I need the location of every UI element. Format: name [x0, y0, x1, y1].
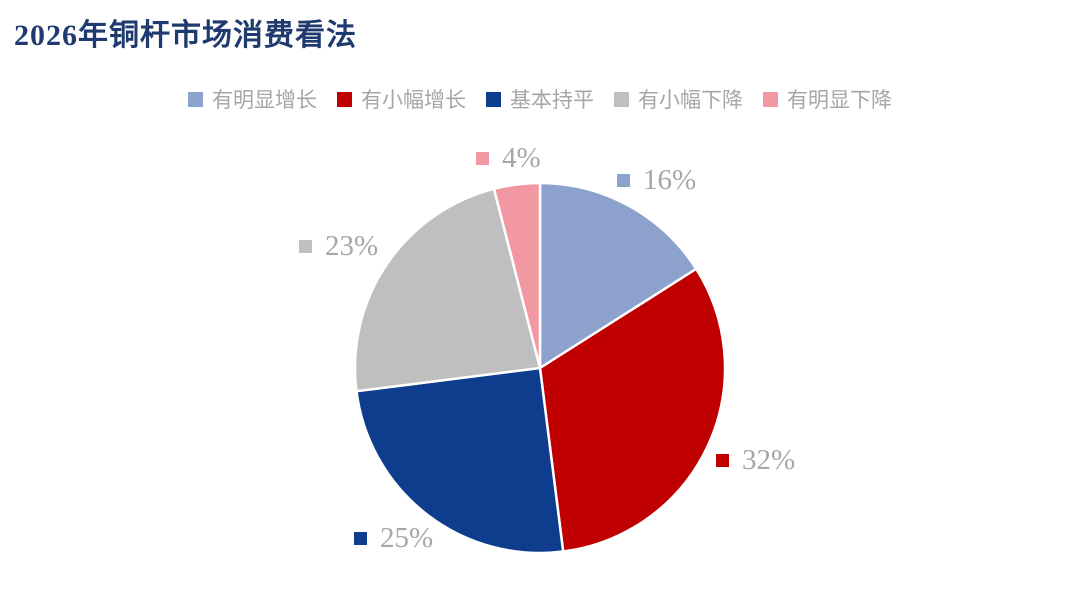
slice-label-1: 16%: [617, 164, 696, 196]
legend-item-4: 有小幅下降: [614, 84, 743, 114]
slice-label-marker-icon: [617, 173, 630, 187]
legend-item-2: 有小幅增长: [337, 84, 466, 114]
slice-label-value: 32%: [742, 444, 796, 476]
legend-swatch-icon: [188, 91, 203, 107]
legend-item-5: 有明显下降: [763, 84, 892, 114]
slice-label-value: 4%: [502, 142, 541, 174]
slice-label-marker-icon: [354, 531, 367, 545]
slice-label-3: 25%: [354, 522, 433, 554]
slice-label-2: 32%: [716, 444, 795, 476]
legend-label: 有明显下降: [787, 88, 892, 112]
slice-label-marker-icon: [716, 453, 729, 467]
legend-label: 基本持平: [510, 88, 594, 112]
legend-item-3: 基本持平: [486, 84, 594, 114]
slice-label-value: 16%: [643, 164, 697, 196]
legend-swatch-icon: [337, 91, 352, 107]
legend-label: 有明显增长: [212, 88, 317, 112]
legend-swatch-icon: [486, 91, 501, 107]
legend-item-1: 有明显增长: [188, 84, 317, 114]
slice-label-value: 25%: [380, 522, 434, 554]
pie-slice-1: [538, 181, 698, 370]
pie-slice-5: [492, 181, 542, 370]
slice-label-5: 4%: [476, 142, 541, 174]
slice-label-value: 23%: [325, 230, 379, 262]
slice-label-marker-icon: [299, 239, 312, 253]
slice-label-4: 23%: [299, 230, 378, 262]
legend-swatch-icon: [614, 91, 629, 107]
legend: 有明显增长 有小幅增长 基本持平 有小幅下降 有明显下降: [0, 84, 1080, 114]
legend-swatch-icon: [763, 91, 778, 107]
legend-label: 有小幅增长: [361, 88, 466, 112]
pie-slice-3: [355, 366, 565, 555]
pie-slice-4: [353, 187, 542, 393]
pie-slice-2: [538, 267, 727, 553]
slice-label-marker-icon: [476, 151, 489, 165]
chart-title: 2026年铜杆市场消费看法: [14, 19, 357, 52]
legend-label: 有小幅下降: [638, 88, 743, 112]
